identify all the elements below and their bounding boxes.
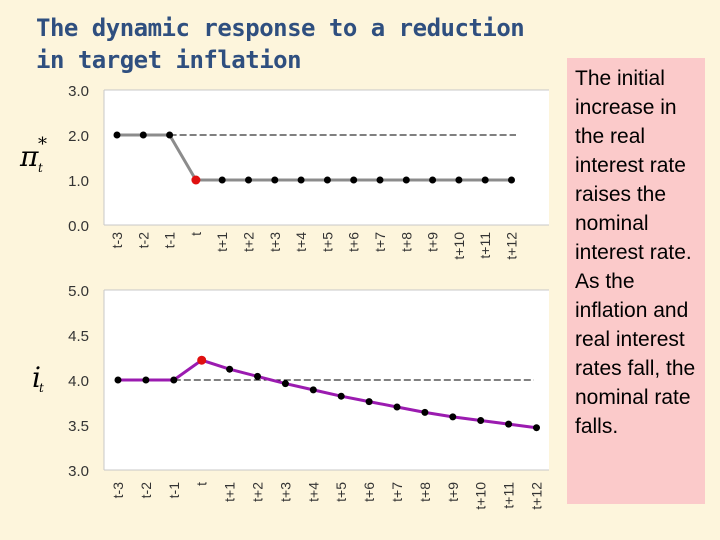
explanation-note: The initial increase in the real interes… [567,58,705,504]
bottom-data-point [142,376,150,384]
bottom-highlight-point [197,355,207,365]
bottom-data-point [421,408,429,416]
top-xtick-label: t+1 [214,232,230,252]
top-data-point [297,176,305,184]
top-xtick-label: t+7 [372,232,388,252]
top-xtick-label: t+12 [504,232,520,260]
bottom-xtick-label: t+11 [501,482,517,509]
bottom-data-point [533,424,540,432]
top-series-line [117,133,512,182]
top-data-point [376,176,384,184]
bottom-xtick-label: t-2 [138,482,154,499]
bottom-data-point [505,420,513,428]
bottom-data-point [449,413,457,421]
top-xtick-label: t+5 [319,232,335,252]
bottom-data-point [365,398,373,406]
top-highlight-point [191,175,201,185]
top-data-point [271,176,279,184]
bottom-data-point [254,372,261,380]
svg-text:i: i [32,361,41,394]
top-data-point [481,176,489,184]
top-data-point [113,131,121,139]
top-xtick-label: t-2 [135,232,151,249]
bottom-xtick-label: t+6 [361,482,377,502]
bottom-xtick-label: t+2 [250,482,266,502]
bottom-data-point [477,417,485,424]
svg-text:*: * [38,134,47,155]
svg-text:t: t [38,161,43,175]
bottom-xtick-label: t+9 [445,482,461,502]
top-data-point [139,131,147,139]
bottom-ytick-label: 4.5 [68,328,89,345]
bottom-ytick-label: 5.0 [68,283,89,300]
bottom-xtick-label: t+8 [417,482,433,502]
top-xtick-label: t+4 [293,232,309,252]
bottom-xtick-label: t+1 [222,482,238,502]
bottom-data-point [226,365,234,373]
top-ytick-label: 3.0 [68,83,89,100]
top-data-point [508,176,515,184]
bottom-xtick-label: t-1 [166,482,182,499]
top-ytick-label: 2.0 [68,128,89,145]
bottom-xtick-label: t [194,482,210,486]
bottom-xtick-label: t+3 [277,482,293,502]
top-xtick-label: t+11 [477,232,493,259]
top-data-point [218,176,226,184]
bottom-data-point [393,403,401,411]
top-xtick-label: t [188,232,204,236]
bottom-ytick-label: 3.0 [68,463,89,480]
top-ytick-label: 0.0 [68,218,89,235]
top-plot-area [104,90,549,225]
top-xtick-label: t+10 [451,232,467,260]
top-xtick-label: t+3 [267,232,283,252]
bottom-data-point [337,392,345,400]
bottom-xtick-label: t+4 [305,482,321,502]
top-data-point [429,176,437,184]
top-xtick-label: t+8 [398,232,414,252]
bottom-data-point [170,376,178,384]
bottom-xtick-label: t+5 [333,482,349,502]
bottom-data-point [309,386,317,394]
bottom-xtick-label: t+12 [529,482,545,510]
bottom-xtick-label: t-3 [110,482,126,499]
bottom-xtick-label: t+10 [473,482,489,510]
bottom-data-point [281,380,289,388]
bottom-xtick-label: t+7 [389,482,405,502]
top-data-point [323,176,331,184]
top-data-point [402,176,410,184]
top-data-point [245,176,252,184]
top-data-point [166,131,174,139]
bottom-ylabel: i t [32,361,44,395]
chart-title: The dynamic response to a reduction in t… [36,14,525,74]
bottom-ytick-label: 4.0 [68,373,89,390]
top-data-point [350,176,358,184]
top-xtick-label: t-1 [162,232,178,249]
top-data-point [455,176,463,184]
top-xtick-label: t+9 [425,232,441,252]
top-xtick-label: t+6 [346,232,362,252]
top-xtick-label: t-3 [109,232,125,249]
top-xtick-label: t+2 [241,232,257,252]
top-ylabel: π * t [19,134,47,175]
bottom-ytick-label: 3.5 [68,418,89,435]
svg-text:π: π [19,140,39,173]
svg-text:t: t [39,381,44,395]
top-ytick-label: 1.0 [68,173,89,190]
bottom-data-point [114,376,122,384]
bottom-series-line [118,358,537,430]
